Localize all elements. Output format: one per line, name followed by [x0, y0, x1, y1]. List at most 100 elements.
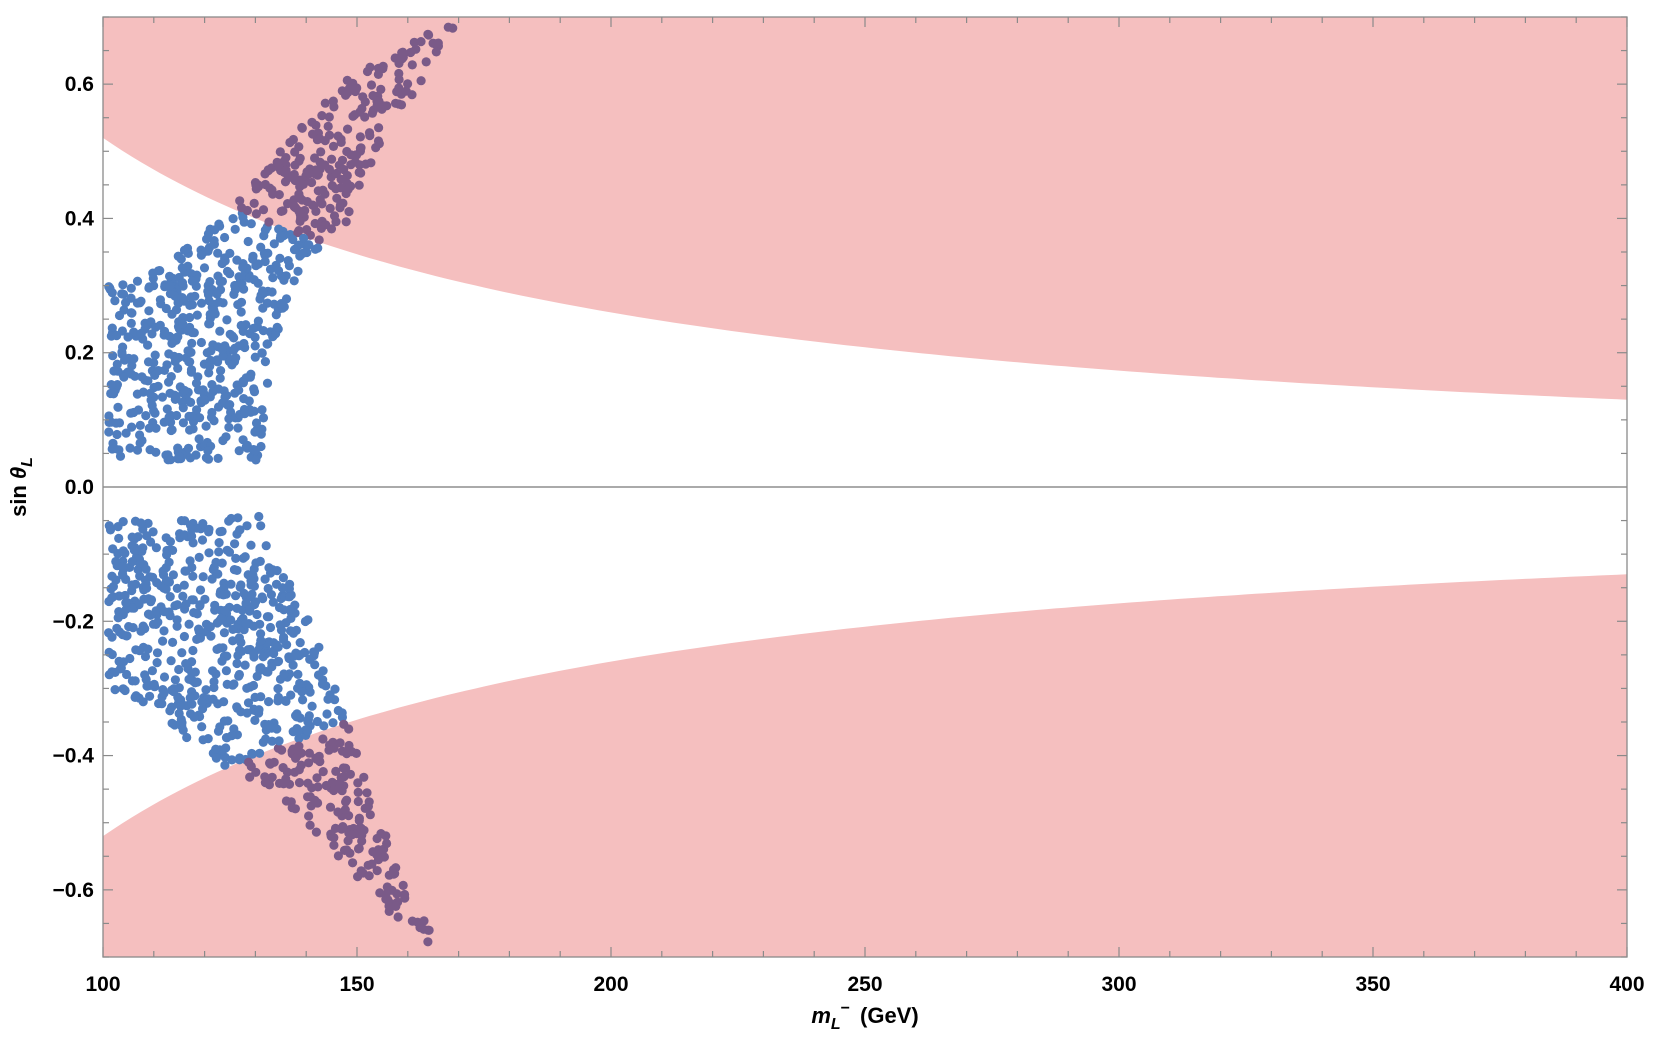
scatter-point — [342, 845, 352, 855]
scatter-point — [391, 98, 401, 108]
scatter-point — [230, 285, 240, 295]
scatter-point — [217, 558, 227, 568]
scatter-point — [328, 737, 338, 747]
scatter-point — [330, 823, 341, 834]
scatter-point — [208, 666, 218, 676]
scatter-point — [256, 521, 266, 531]
scatter-point — [144, 283, 154, 293]
scatter-point — [122, 631, 132, 641]
scatter-point — [187, 524, 197, 535]
scatter-point — [243, 698, 254, 708]
scatter-point — [237, 279, 247, 289]
scatter-point — [129, 545, 139, 555]
scatter-point — [355, 160, 365, 170]
scatter-point — [409, 37, 419, 47]
scatter-point — [346, 160, 356, 170]
scatter-point — [120, 590, 130, 601]
scatter-point — [345, 769, 355, 779]
scatter-point — [224, 422, 234, 432]
scatter-point — [186, 292, 196, 302]
scatter-point — [187, 531, 197, 541]
scatter-point — [132, 276, 143, 286]
scatter-point — [307, 701, 317, 711]
y-axis-symbol: θ — [6, 467, 31, 479]
scatter-point — [226, 615, 236, 625]
scatter-point — [295, 638, 305, 648]
scatter-point — [430, 39, 440, 49]
scatter-point — [278, 573, 288, 583]
scatter-point — [303, 615, 313, 625]
scatter-point — [174, 452, 184, 462]
scatter-point — [318, 767, 328, 777]
scatter-point — [262, 378, 273, 388]
scatter-point — [207, 380, 217, 390]
scatter-point — [127, 422, 137, 432]
scatter-point — [196, 337, 206, 348]
scatter-point — [211, 744, 221, 754]
scatter-point — [120, 548, 130, 558]
scatter-point — [185, 322, 195, 332]
scatter-point — [213, 453, 223, 463]
x-tick-label: 400 — [1609, 973, 1644, 996]
scatter-point — [121, 298, 131, 308]
scatter-point — [265, 622, 276, 633]
scatter-point — [159, 626, 169, 636]
scatter-point — [136, 296, 146, 306]
scatter-point — [141, 564, 151, 574]
scatter-point — [118, 280, 128, 290]
scatter-point — [122, 669, 132, 680]
scatter-point — [169, 684, 179, 694]
scatter-point — [111, 418, 121, 428]
scatter-point — [132, 445, 143, 455]
scatter-point — [298, 248, 308, 258]
scatter-point — [186, 365, 197, 375]
scatter-point — [203, 290, 214, 300]
scatter-point — [290, 804, 300, 814]
scatter-point — [431, 47, 441, 57]
scatter-point — [279, 275, 289, 285]
scatter-point — [159, 607, 169, 617]
scatter-point — [151, 543, 161, 553]
scatter-point — [143, 340, 153, 350]
scatter-point — [331, 766, 341, 777]
scatter-point — [228, 214, 238, 224]
scatter-point — [159, 688, 169, 698]
scatter-point — [232, 603, 242, 614]
scatter-point — [314, 235, 324, 245]
scatter-point — [200, 395, 210, 405]
scatter-point — [313, 670, 324, 680]
scatter-point — [178, 403, 188, 413]
scatter-point — [215, 326, 225, 336]
scatter-point — [360, 803, 370, 814]
scatter-point — [147, 666, 157, 676]
scatter-point — [329, 840, 339, 850]
scatter-point — [281, 696, 291, 707]
scatter-point — [250, 332, 260, 342]
scatter-point — [258, 413, 269, 423]
scatter-point — [272, 322, 282, 332]
scatter-point — [268, 273, 278, 283]
scatter-point — [204, 548, 214, 558]
scatter-point — [323, 694, 333, 704]
scatter-point — [128, 623, 138, 633]
scatter-point — [109, 443, 120, 454]
scatter-point — [365, 810, 375, 820]
scatter-point — [294, 189, 304, 199]
scatter-point — [233, 423, 243, 433]
scatter-point — [232, 702, 242, 712]
scatter-point — [218, 745, 228, 756]
scatter-point — [204, 527, 214, 537]
scatter-point — [250, 715, 260, 726]
scatter-point — [260, 256, 270, 267]
y-tick-label: 0.6 — [65, 73, 94, 96]
scatter-point — [177, 293, 187, 303]
scatter-point — [215, 527, 225, 537]
scatter-point — [187, 276, 197, 286]
scatter-point — [201, 421, 211, 431]
scatter-point — [284, 261, 294, 271]
scatter-point — [165, 537, 175, 547]
scatter-point — [164, 412, 174, 422]
scatter-point — [256, 635, 266, 646]
scatter-point — [267, 185, 277, 195]
scatter-point — [173, 251, 183, 261]
